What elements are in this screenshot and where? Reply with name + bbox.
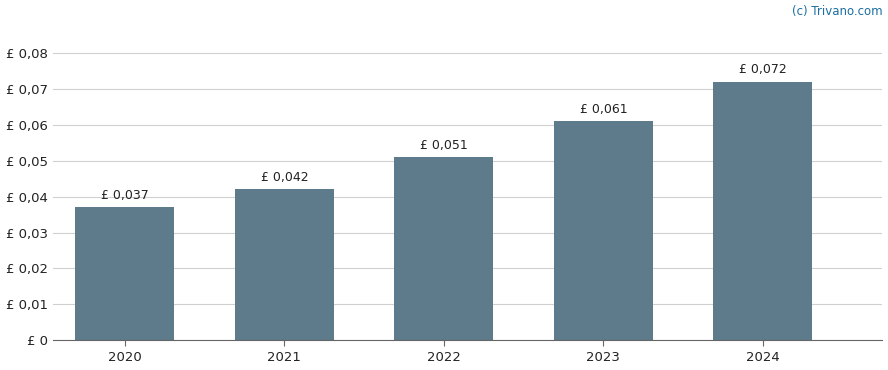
Bar — [75, 208, 174, 340]
Bar — [394, 157, 494, 340]
Text: £ 0,072: £ 0,072 — [739, 63, 787, 76]
Bar — [235, 189, 334, 340]
Text: £ 0,061: £ 0,061 — [580, 103, 627, 116]
Text: £ 0,051: £ 0,051 — [420, 139, 468, 152]
Text: £ 0,042: £ 0,042 — [260, 171, 308, 184]
Text: (c) Trivano.com: (c) Trivano.com — [792, 5, 883, 18]
Bar — [554, 121, 653, 340]
Text: £ 0,037: £ 0,037 — [101, 189, 149, 202]
Bar — [713, 82, 813, 340]
